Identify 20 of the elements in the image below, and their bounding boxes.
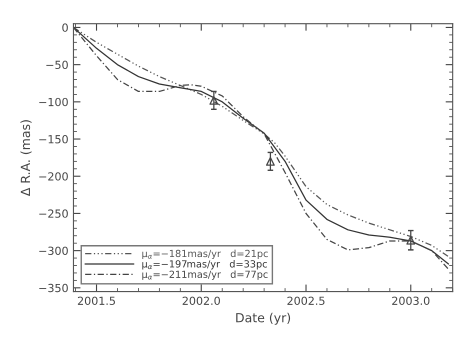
x-tick-label: 2001.5 xyxy=(78,296,115,305)
point xyxy=(406,236,416,245)
point xyxy=(209,96,218,105)
point xyxy=(266,156,275,166)
text: μ$_{α}$=−181mas/yr d=21pc xyxy=(142,250,268,260)
text: μ$_{α}$=−211mas/yr d=77pc xyxy=(142,270,268,280)
y-tick-label: −150 xyxy=(39,135,68,144)
y-tick-label: −350 xyxy=(39,284,68,292)
y-tick-label: −50 xyxy=(46,60,68,70)
x-axis-title: Date (yr) xyxy=(236,312,290,325)
y-axis-title: Δ R.A. (mas) xyxy=(20,120,32,196)
y-tick-label: −100 xyxy=(39,98,68,106)
y-tick-label: −300 xyxy=(39,246,68,256)
y-tick-label: −200 xyxy=(39,172,68,181)
y-tick-label: 0 xyxy=(62,23,68,32)
x-tick-label: 2003.0 xyxy=(392,296,430,305)
text: μ$_{α}$=−197mas/yr d=33pc xyxy=(142,260,267,270)
y-tick-label: −250 xyxy=(39,209,68,218)
x-tick-label: 2002.5 xyxy=(287,296,324,305)
x-tick-label: 2002.0 xyxy=(182,296,220,305)
